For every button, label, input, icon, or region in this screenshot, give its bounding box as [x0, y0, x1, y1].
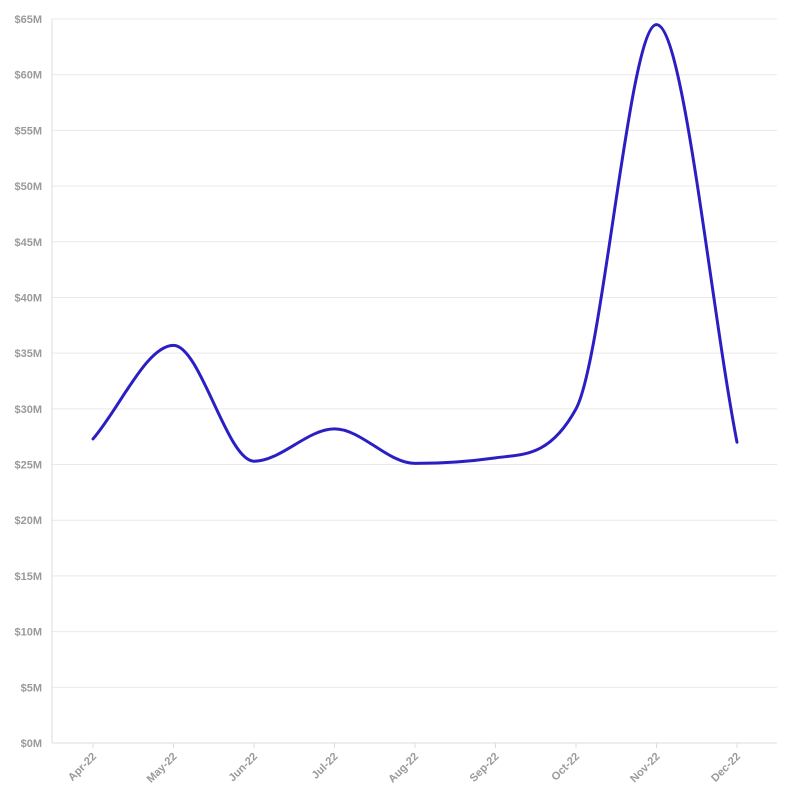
y-axis-ticks: $0M $5M $10M $15M $20M $25M $30M $35M $40M $45M $5…: [14, 14, 42, 750]
y-tick-label: $40M: [14, 292, 42, 304]
x-tick-label: Dec-22: [709, 751, 743, 785]
y-tick-label: $45M: [14, 237, 42, 249]
y-tick-label: $10M: [14, 627, 42, 639]
y-tick-label: $65M: [14, 14, 42, 26]
x-tick-label: Apr-22: [66, 751, 99, 784]
y-tick-label: $5M: [21, 682, 42, 694]
y-tick-label: $25M: [14, 460, 42, 472]
x-tick-label: May-22: [145, 751, 180, 786]
x-tick-label: Jun-22: [227, 751, 261, 785]
y-tick-label: $60M: [14, 70, 42, 82]
y-tick-label: $35M: [14, 348, 42, 360]
y-tick-label: $20M: [14, 515, 42, 527]
series: [91, 23, 739, 465]
x-tick-label: Nov-22: [628, 751, 662, 785]
y-tick-label: $0M: [21, 738, 42, 750]
y-tick-label: $50M: [14, 181, 42, 193]
series-line: [91, 23, 739, 465]
x-tick-label: Jul-22: [310, 751, 341, 782]
x-tick-label: Oct-22: [549, 751, 582, 784]
x-tick-label: Aug-22: [386, 751, 421, 786]
y-tick-label: $30M: [14, 404, 42, 416]
gridlines: [51, 18, 777, 744]
x-axis-ticks: Apr-22 May-22 Jun-22 Jul-22 Aug-22 Sep-22 Oct-…: [66, 743, 743, 785]
x-tick-label: Sep-22: [468, 751, 502, 785]
y-tick-label: $15M: [14, 571, 42, 583]
y-tick-label: $55M: [14, 125, 42, 137]
